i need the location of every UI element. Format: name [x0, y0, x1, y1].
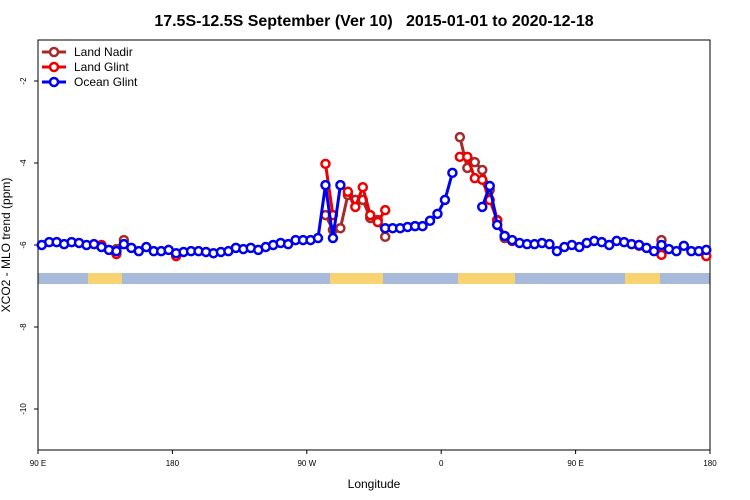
data-point — [282, 238, 294, 250]
data-point — [133, 245, 145, 257]
x-tick-label: 0 — [439, 459, 444, 468]
legend-marker — [48, 61, 60, 73]
data-point — [484, 180, 495, 192]
legend-label: Land Nadir — [74, 45, 133, 59]
y-axis-label: XCO2 - MLO trend (ppm) — [0, 178, 13, 313]
data-point — [648, 245, 660, 257]
data-point — [417, 220, 428, 232]
legend-marker — [48, 46, 60, 58]
land-strip — [625, 273, 660, 284]
data-point — [327, 232, 339, 244]
y-tick-label: -2 — [19, 77, 28, 85]
series-line — [323, 163, 335, 216]
data-point — [320, 179, 331, 191]
data-point — [462, 151, 473, 163]
land-strip — [88, 273, 122, 284]
data-point — [111, 245, 122, 257]
data-point — [701, 244, 712, 256]
chart-title: 17.5S-12.5S September (Ver 10) 2015-01-0… — [154, 13, 593, 30]
data-point — [379, 231, 391, 243]
legend-marker — [48, 76, 60, 88]
data-point — [499, 230, 510, 242]
data-point — [551, 245, 563, 257]
data-point — [574, 241, 585, 253]
data-point — [439, 194, 451, 206]
data-point — [320, 158, 331, 170]
data-point — [656, 239, 667, 251]
data-point — [379, 204, 391, 216]
x-tick-label: 90 E — [30, 459, 46, 468]
data-point — [477, 174, 488, 186]
y-tick-label: -6 — [19, 241, 28, 249]
data-point — [342, 186, 354, 197]
x-tick-label: 180 — [703, 459, 717, 468]
series — [36, 167, 712, 259]
data-point — [603, 239, 615, 251]
data-point — [335, 222, 346, 234]
x-tick-label: 180 — [166, 459, 180, 468]
data-point — [447, 167, 458, 179]
x-tick-label: 90 W — [297, 459, 316, 468]
data-point — [365, 209, 376, 221]
data-point — [141, 241, 152, 253]
data-point — [469, 156, 481, 168]
data-point — [432, 208, 443, 220]
data-point — [477, 164, 488, 176]
data-point — [372, 216, 383, 228]
data-point — [312, 232, 324, 244]
data-point — [671, 245, 682, 257]
y-tick-label: -4 — [19, 159, 28, 167]
data-point — [454, 131, 466, 143]
legend-label: Land Glint — [74, 60, 129, 74]
y-tick-label: -10 — [19, 403, 28, 415]
data-point — [357, 181, 369, 193]
data-point — [544, 238, 555, 250]
land-strip — [330, 273, 383, 284]
data-point — [424, 215, 436, 227]
data-point — [350, 201, 361, 213]
data-point — [678, 240, 690, 252]
data-point — [335, 179, 346, 191]
legend-label: Ocean Glint — [74, 75, 138, 89]
y-tick-label: -8 — [19, 323, 28, 331]
map-strip — [38, 273, 710, 284]
data-point — [491, 219, 503, 231]
x-axis-label: Longitude — [348, 477, 401, 491]
land-strip — [458, 273, 515, 284]
data-point — [477, 201, 488, 213]
x-tick-label: 90 E — [567, 459, 583, 468]
